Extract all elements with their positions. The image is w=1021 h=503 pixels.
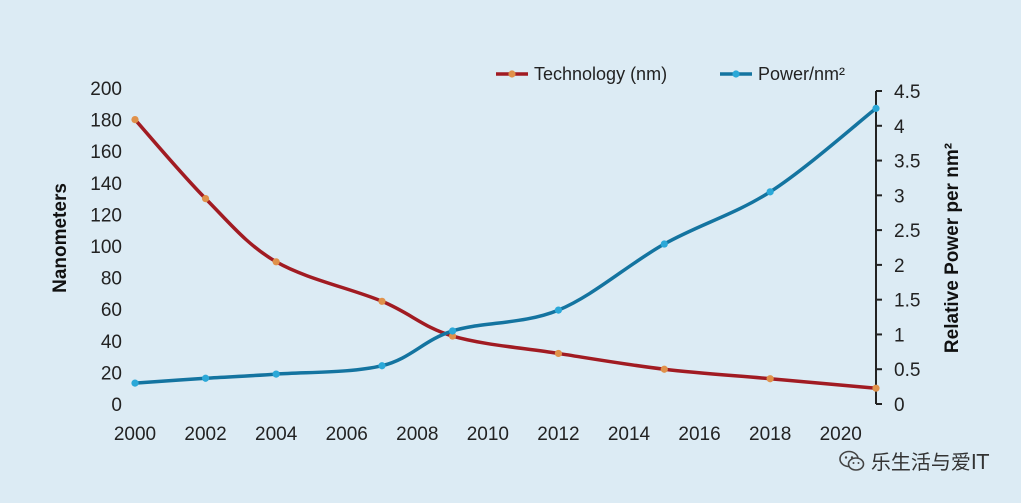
legend-marker-technology bbox=[508, 70, 516, 78]
y-tick-label: 120 bbox=[90, 205, 122, 226]
x-tick-label: 2010 bbox=[467, 424, 509, 445]
data-point-technology bbox=[554, 349, 563, 358]
data-point-technology bbox=[378, 297, 386, 305]
series-line-technology bbox=[133, 117, 878, 390]
data-point-power bbox=[660, 240, 668, 248]
y-tick-label: 180 bbox=[90, 111, 122, 132]
data-point-technology bbox=[660, 365, 668, 373]
data-point-power bbox=[201, 374, 210, 382]
y-tick-label: 80 bbox=[101, 269, 122, 290]
x-tick-label: 2002 bbox=[184, 424, 226, 445]
data-point-power bbox=[448, 327, 457, 335]
y2-tick-label: 2.5 bbox=[894, 221, 920, 242]
watermark: 乐生活与爱IT bbox=[839, 446, 989, 475]
y-tick-label: 0 bbox=[111, 395, 122, 416]
y2-tick-label: 2 bbox=[894, 256, 905, 277]
y-tick-label: 40 bbox=[101, 332, 122, 353]
x-tick-label: 2018 bbox=[749, 424, 791, 445]
y2-tick-label: 0.5 bbox=[894, 360, 920, 381]
left-y-ticks: 0 20 40 60 80 100 120 140 160 180 200 bbox=[90, 79, 122, 416]
data-point-power bbox=[554, 306, 563, 314]
right-axis-title: Relative Power per nm² bbox=[942, 143, 963, 353]
y-tick-label: 60 bbox=[101, 300, 122, 321]
data-point-technology bbox=[131, 116, 139, 124]
x-tick-label: 2008 bbox=[396, 424, 438, 445]
legend-label-power: Power/nm² bbox=[758, 64, 845, 84]
data-point-power bbox=[378, 362, 386, 370]
data-point-power bbox=[766, 188, 774, 196]
y2-tick-label: 1.5 bbox=[894, 291, 920, 312]
wechat-icon bbox=[839, 450, 865, 471]
data-point-technology bbox=[201, 195, 210, 203]
x-tick-label: 2014 bbox=[608, 424, 651, 445]
y2-tick-label: 1 bbox=[894, 325, 905, 346]
legend: Technology (nm) Power/nm² bbox=[496, 64, 845, 84]
series-layer bbox=[131, 104, 880, 392]
right-y-ticks: 0 0.5 1 1.5 2 2.5 3 3.5 4 4.5 bbox=[876, 82, 920, 416]
x-ticks: 2000 2002 2004 2006 2008 2010 2012 2014 2016 2018… bbox=[114, 424, 862, 445]
y2-tick-label: 4 bbox=[894, 117, 905, 138]
x-tick-label: 2000 bbox=[114, 424, 156, 445]
series-line-power bbox=[133, 106, 878, 385]
legend-marker-power bbox=[732, 70, 740, 78]
x-tick-label: 2012 bbox=[537, 424, 579, 445]
data-point-technology bbox=[766, 375, 774, 383]
y-tick-label: 160 bbox=[90, 142, 122, 163]
left-axis-title: Nanometers bbox=[50, 183, 71, 293]
y2-tick-label: 3.5 bbox=[894, 152, 920, 173]
y2-tick-label: 3 bbox=[894, 186, 905, 207]
x-tick-label: 2020 bbox=[820, 424, 862, 445]
data-point-power bbox=[872, 104, 880, 112]
data-point-power bbox=[272, 370, 280, 378]
x-tick-label: 2006 bbox=[326, 424, 368, 445]
y-tick-label: 20 bbox=[101, 363, 122, 384]
y-tick-label: 200 bbox=[90, 79, 122, 100]
y2-tick-label: 0 bbox=[894, 395, 905, 416]
watermark-text: 乐生活与爱IT bbox=[870, 450, 989, 474]
x-tick-label: 2016 bbox=[678, 424, 720, 445]
legend-label-technology: Technology (nm) bbox=[534, 64, 667, 84]
data-point-power bbox=[131, 379, 139, 387]
y2-tick-label: 4.5 bbox=[894, 82, 920, 103]
y-tick-label: 140 bbox=[90, 174, 122, 195]
y-tick-label: 100 bbox=[90, 237, 122, 258]
data-point-technology bbox=[872, 384, 880, 392]
data-point-technology bbox=[272, 258, 280, 266]
x-tick-label: 2004 bbox=[255, 424, 298, 445]
data-point-technology bbox=[448, 332, 457, 340]
